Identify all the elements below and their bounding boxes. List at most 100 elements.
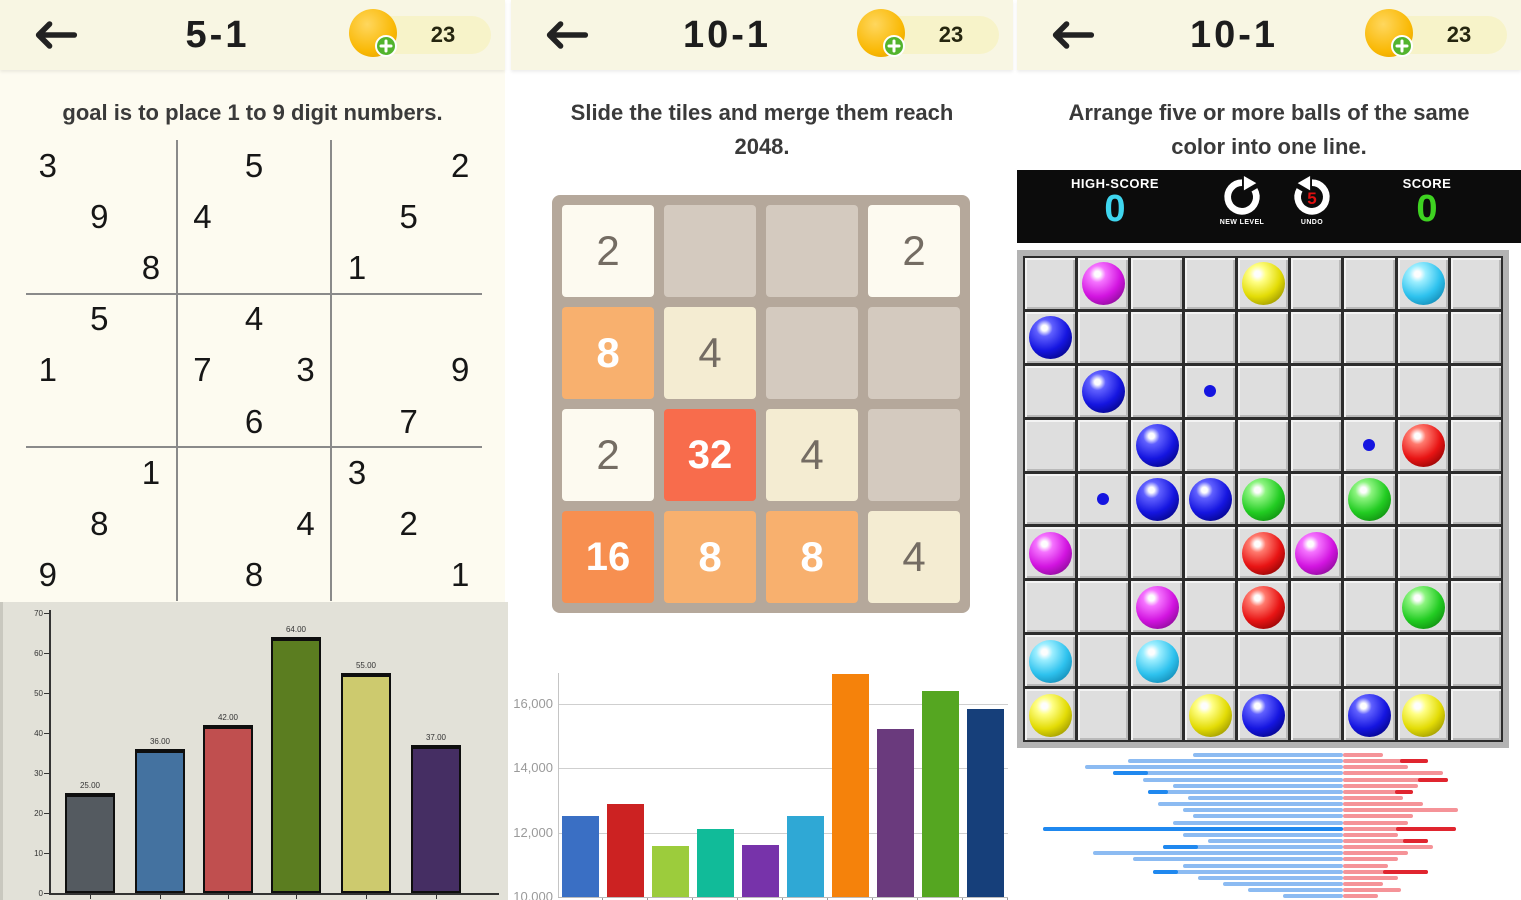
board-cell[interactable] xyxy=(1237,258,1289,309)
coin-counter[interactable]: 23 xyxy=(1365,9,1507,57)
board-cell[interactable] xyxy=(1344,419,1395,471)
board-cell[interactable] xyxy=(1131,311,1182,363)
sudoku-cell[interactable] xyxy=(22,396,74,447)
board-cell[interactable] xyxy=(1450,527,1501,579)
board-cell[interactable] xyxy=(1344,258,1395,309)
sudoku-cell[interactable] xyxy=(383,447,435,498)
cyan-ball[interactable] xyxy=(1029,639,1073,683)
sudoku-cell[interactable]: 8 xyxy=(90,505,109,543)
sudoku-cell[interactable]: 1 xyxy=(141,453,161,491)
sudoku-cell[interactable] xyxy=(177,447,229,498)
magenta-ball[interactable] xyxy=(1029,531,1073,575)
board-cell[interactable] xyxy=(1291,689,1342,740)
sudoku-cell[interactable] xyxy=(177,396,229,447)
sudoku-cell[interactable] xyxy=(280,294,332,345)
sudoku-cell[interactable]: 5 xyxy=(244,146,264,184)
sudoku-cell[interactable] xyxy=(280,242,332,293)
sudoku-cell[interactable] xyxy=(434,191,486,242)
sudoku-cell[interactable] xyxy=(434,499,486,550)
board-cell[interactable] xyxy=(1025,635,1076,687)
board-cell[interactable] xyxy=(1237,419,1289,471)
yellow-ball[interactable] xyxy=(1241,262,1285,306)
blue-ball[interactable] xyxy=(1029,316,1073,360)
board-cell[interactable] xyxy=(1237,689,1289,740)
board-cell[interactable] xyxy=(1078,419,1129,471)
board-cell[interactable] xyxy=(1078,473,1129,525)
sudoku-cell[interactable]: 2 xyxy=(451,146,470,184)
sudoku-cell[interactable]: 5 xyxy=(399,197,418,235)
board-cell[interactable] xyxy=(1450,635,1501,687)
sudoku-cell[interactable] xyxy=(280,447,332,498)
board-cell[interactable] xyxy=(1344,689,1395,740)
board-cell[interactable] xyxy=(1025,311,1076,363)
board-cell[interactable] xyxy=(1237,311,1289,363)
sudoku-cell[interactable]: 4 xyxy=(296,505,315,543)
sudoku-cell[interactable]: 8 xyxy=(141,249,161,287)
sudoku-cell[interactable] xyxy=(331,499,383,550)
board-cell[interactable] xyxy=(1131,365,1182,417)
board-cell[interactable] xyxy=(1025,473,1076,525)
sudoku-cell[interactable] xyxy=(331,396,383,447)
board-cell[interactable] xyxy=(1344,581,1395,633)
board-cell[interactable] xyxy=(1131,473,1182,525)
board-cell[interactable] xyxy=(1131,419,1182,471)
sudoku-cell[interactable] xyxy=(280,396,332,447)
board-cell[interactable] xyxy=(1291,473,1342,525)
blue-ball[interactable] xyxy=(1188,477,1232,521)
sudoku-cell[interactable] xyxy=(177,140,229,191)
magenta-ball[interactable] xyxy=(1135,585,1179,629)
board-cell[interactable] xyxy=(1078,258,1129,309)
board-cell[interactable] xyxy=(1344,473,1395,525)
board-cell[interactable] xyxy=(1237,473,1289,525)
sudoku-cell[interactable] xyxy=(383,294,435,345)
board-cell[interactable] xyxy=(1397,689,1448,740)
board-cell[interactable] xyxy=(1450,419,1501,471)
sudoku-cell[interactable] xyxy=(383,345,435,396)
sudoku-cell[interactable] xyxy=(74,242,126,293)
board-cell[interactable] xyxy=(1184,258,1235,309)
sudoku-cell[interactable]: 4 xyxy=(244,300,264,338)
board-cell[interactable] xyxy=(1078,365,1129,417)
sudoku-cell[interactable] xyxy=(331,550,383,601)
board-cell[interactable] xyxy=(1131,689,1182,740)
board-cell[interactable] xyxy=(1450,689,1501,740)
sudoku-cell[interactable] xyxy=(22,191,74,242)
sudoku-cell[interactable] xyxy=(177,550,229,601)
coin-counter[interactable]: 23 xyxy=(349,9,491,57)
board-cell[interactable] xyxy=(1397,473,1448,525)
board-cell[interactable] xyxy=(1184,581,1235,633)
cyan-ball[interactable] xyxy=(1135,639,1179,683)
board-cell[interactable] xyxy=(1078,311,1129,363)
sudoku-cell[interactable] xyxy=(383,140,435,191)
board-cell[interactable] xyxy=(1344,311,1395,363)
board-cell[interactable] xyxy=(1184,311,1235,363)
blue-ball[interactable] xyxy=(1348,693,1392,737)
sudoku-cell[interactable]: 7 xyxy=(193,351,212,389)
sudoku-cell[interactable] xyxy=(383,550,435,601)
red-ball[interactable] xyxy=(1241,585,1285,629)
sudoku-cell[interactable] xyxy=(125,140,177,191)
board-cell[interactable] xyxy=(1450,258,1501,309)
board-cell[interactable] xyxy=(1291,581,1342,633)
sudoku-cell[interactable] xyxy=(434,294,486,345)
magenta-ball[interactable] xyxy=(1082,262,1126,306)
board-2048[interactable]: 2 2 8 4 2 32 4 16 8 8 4 xyxy=(552,195,970,613)
sudoku-cell[interactable] xyxy=(22,242,74,293)
board-cell[interactable] xyxy=(1237,365,1289,417)
board-cell[interactable] xyxy=(1397,581,1448,633)
board-cell[interactable] xyxy=(1025,581,1076,633)
board-cell[interactable] xyxy=(1397,365,1448,417)
board-cell[interactable] xyxy=(1450,311,1501,363)
magenta-ball[interactable] xyxy=(1295,531,1339,575)
board-cell[interactable] xyxy=(1131,258,1182,309)
sudoku-cell[interactable] xyxy=(125,550,177,601)
sudoku-cell[interactable]: 7 xyxy=(399,402,418,440)
board-cell[interactable] xyxy=(1025,258,1076,309)
board-cell[interactable] xyxy=(1397,635,1448,687)
blue-ball[interactable] xyxy=(1135,477,1179,521)
back-button[interactable] xyxy=(545,19,589,51)
board-cell[interactable] xyxy=(1078,689,1129,740)
board-cell[interactable] xyxy=(1344,527,1395,579)
sudoku-cell[interactable] xyxy=(177,242,229,293)
sudoku-cell[interactable] xyxy=(125,294,177,345)
